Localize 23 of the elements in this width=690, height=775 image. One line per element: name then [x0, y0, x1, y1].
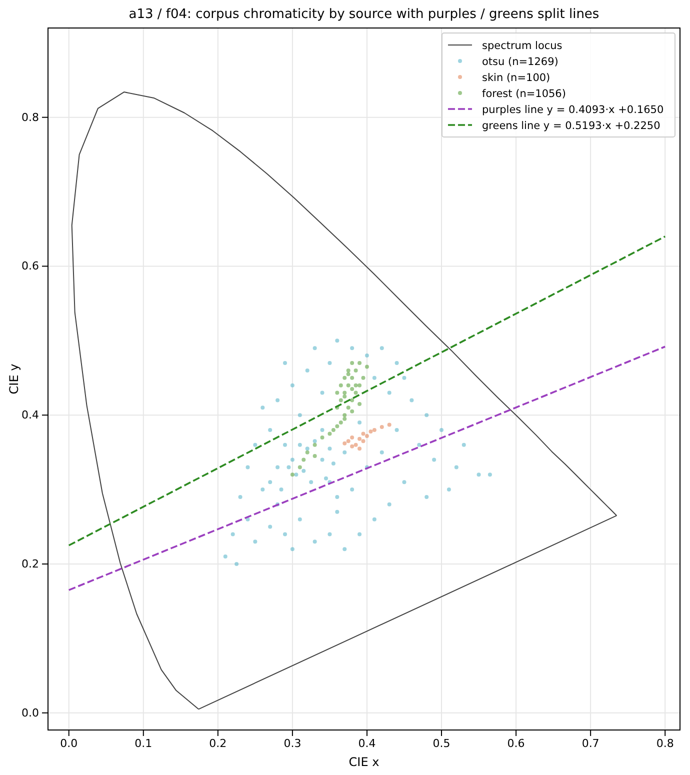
y-axis-title: CIE y — [7, 364, 21, 394]
legend-label: spectrum locus — [482, 40, 562, 52]
legend-label: purples line y = 0.4093·x +0.1650 — [482, 104, 664, 116]
x-tick-label: 0.5 — [432, 736, 450, 750]
x-tick-label: 0.4 — [358, 736, 376, 750]
legend-label: forest (n=1056) — [482, 88, 566, 100]
legend-label: skin (n=100) — [482, 72, 550, 84]
y-tick-label: 0.2 — [22, 558, 39, 571]
x-tick-label: 0.3 — [284, 736, 302, 750]
x-tick-label: 0.1 — [134, 736, 152, 750]
y-tick-label: 0.8 — [22, 110, 39, 124]
x-tick-label: 0.0 — [60, 736, 78, 750]
legend-label: greens line y = 0.5193·x +0.2250 — [482, 120, 660, 132]
x-tick-label: 0.7 — [582, 736, 600, 750]
x-tick-label: 0.8 — [656, 736, 674, 750]
chart-title: a13 / f04: corpus chromaticity by source with purples / greens split lines — [128, 7, 600, 22]
x-axis-title: CIE x — [348, 755, 380, 769]
x-tick-label: 0.6 — [507, 736, 525, 750]
x-tick-label: 0.2 — [209, 736, 227, 750]
y-tick-label: 0.0 — [22, 706, 39, 720]
y-tick-label: 0.6 — [22, 260, 39, 273]
legend-label: otsu (n=1269) — [482, 56, 558, 68]
y-tick-label: 0.4 — [22, 408, 39, 422]
